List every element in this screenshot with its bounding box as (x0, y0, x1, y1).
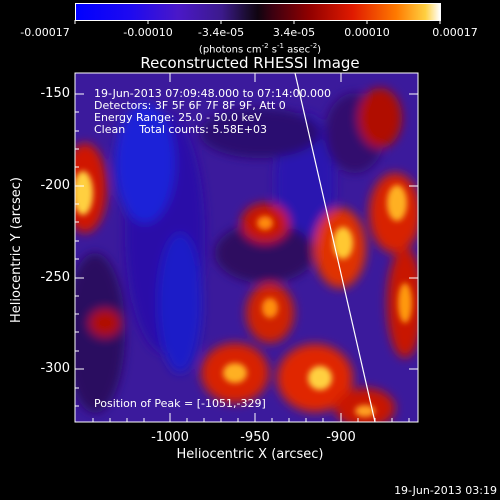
rhessi-image (75, 73, 418, 422)
colorbar-units: (photons cm-2 s-1 asec-2) (198, 42, 322, 56)
x-axis-label: Heliocentric X (arcsec) (176, 447, 324, 462)
colorbar-tick-label: -0.00010 (123, 26, 173, 39)
energy-range-text: Energy Range: 25.0 - 50.0 keV (94, 111, 262, 124)
peak-position-text: Position of Peak = [-1051,-329] (94, 397, 266, 410)
clean-counts-text: Clean Total counts: 5.58E+03 (94, 123, 268, 136)
colorbar-tick-label: 0.00010 (344, 26, 390, 39)
x-tick-label: -950 (240, 430, 270, 445)
x-tick-label: -1000 (151, 430, 189, 445)
colorbar (75, 3, 441, 21)
colorbar-tick-label: 3.4e-05 (272, 26, 316, 39)
y-axis-label: Heliocentric Y (arcsec) (9, 177, 24, 323)
plot-title: Reconstructed RHESSI Image (140, 54, 360, 72)
colorbar-tick-label: 0.00017 (432, 26, 478, 39)
x-tick-label: -900 (326, 430, 356, 445)
y-tick-label: -250 (40, 270, 70, 285)
colorbar-tick-label: -3.4e-05 (197, 26, 245, 39)
time-range-text: 19-Jun-2013 07:09:48.000 to 07:14:00.000 (94, 87, 332, 100)
colorbar-tick-label: -0.00017 (20, 26, 70, 39)
solar-limb-line (294, 73, 376, 422)
detectors-text: Detectors: 3F 5F 6F 7F 8F 9F, Att 0 (94, 99, 286, 112)
footer-timestamp: 19-Jun-2013 03:19 (394, 484, 497, 497)
rhessi-image-map (75, 73, 418, 422)
y-tick-label: -150 (40, 86, 70, 101)
y-tick-label: -300 (40, 361, 70, 376)
y-tick-label: -200 (40, 178, 70, 193)
